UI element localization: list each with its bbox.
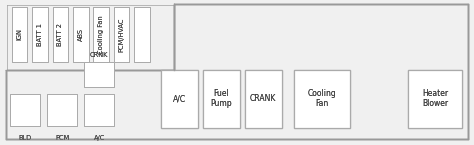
- Bar: [12, 7, 27, 62]
- Bar: [32, 7, 48, 62]
- Bar: [114, 7, 129, 62]
- Text: A/C: A/C: [173, 94, 186, 103]
- Bar: [84, 62, 114, 87]
- Bar: [6, 3, 173, 70]
- Bar: [47, 94, 77, 126]
- Bar: [294, 70, 350, 128]
- Bar: [93, 7, 109, 62]
- Text: IGN: IGN: [17, 29, 23, 40]
- Text: Cooling Fan: Cooling Fan: [98, 15, 104, 54]
- Text: PCM: PCM: [55, 135, 70, 141]
- Text: BATT 2: BATT 2: [57, 23, 64, 46]
- Text: CRNK: CRNK: [90, 52, 109, 58]
- Bar: [53, 7, 68, 62]
- Text: PCM/HVAC: PCM/HVAC: [118, 17, 125, 52]
- Text: Cooling
Fan: Cooling Fan: [308, 89, 336, 108]
- Bar: [6, 4, 174, 70]
- Bar: [161, 70, 198, 128]
- Text: BATT 2: BATT 2: [57, 23, 64, 46]
- Bar: [408, 70, 462, 128]
- Text: Fuel
Pump: Fuel Pump: [210, 89, 232, 108]
- Text: Cooling Fan: Cooling Fan: [98, 15, 104, 54]
- Bar: [134, 7, 150, 62]
- Text: A/C: A/C: [94, 135, 105, 141]
- Bar: [84, 94, 114, 126]
- Bar: [84, 94, 114, 126]
- Text: CRANK: CRANK: [250, 94, 276, 103]
- Text: BATT 1: BATT 1: [37, 23, 43, 46]
- Text: Heater
Blower: Heater Blower: [422, 89, 448, 108]
- Bar: [294, 70, 350, 128]
- Bar: [114, 7, 129, 62]
- Bar: [161, 70, 198, 128]
- Text: Cooling
Fan: Cooling Fan: [308, 89, 336, 108]
- Bar: [73, 7, 89, 62]
- Text: ABS: ABS: [78, 28, 84, 41]
- Bar: [93, 7, 109, 62]
- Text: BATT 1: BATT 1: [37, 23, 43, 46]
- Bar: [10, 94, 40, 126]
- Text: Heater
Blower: Heater Blower: [422, 89, 448, 108]
- Bar: [203, 70, 240, 128]
- Bar: [32, 7, 48, 62]
- Bar: [10, 94, 40, 126]
- Bar: [134, 7, 150, 62]
- Bar: [6, 4, 174, 70]
- Bar: [203, 70, 240, 128]
- Text: A/C: A/C: [94, 135, 105, 141]
- Bar: [245, 70, 282, 128]
- Bar: [53, 7, 68, 62]
- Bar: [47, 94, 77, 126]
- Text: A/C: A/C: [173, 94, 186, 103]
- Bar: [12, 7, 27, 62]
- Text: ABS: ABS: [78, 28, 84, 41]
- Bar: [408, 70, 462, 128]
- Text: IGN: IGN: [17, 29, 23, 40]
- Text: CRANK: CRANK: [250, 94, 276, 103]
- Bar: [73, 7, 89, 62]
- Text: PCM: PCM: [55, 135, 70, 141]
- Bar: [84, 62, 114, 87]
- Bar: [245, 70, 282, 128]
- Text: CRNK: CRNK: [90, 52, 109, 58]
- Bar: [6, 4, 174, 70]
- Text: BLD: BLD: [19, 135, 32, 141]
- Text: PCM/HVAC: PCM/HVAC: [118, 17, 125, 52]
- Text: BLD: BLD: [19, 135, 32, 141]
- Text: Fuel
Pump: Fuel Pump: [210, 89, 232, 108]
